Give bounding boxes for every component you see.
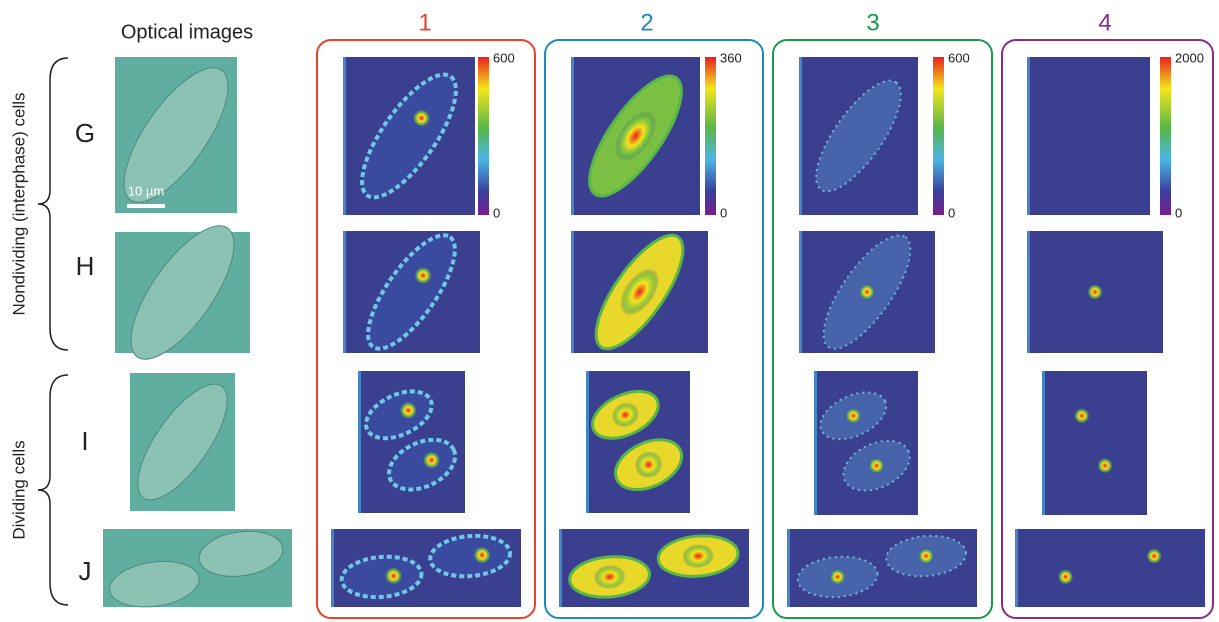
colorbar xyxy=(1160,57,1171,215)
row-label: I xyxy=(81,426,88,456)
heatmap-edge xyxy=(559,529,562,607)
colorbar-max: 360 xyxy=(720,50,742,65)
heatmap-edge xyxy=(799,231,802,353)
colorbar-min: 0 xyxy=(493,205,500,220)
colorbar-min: 0 xyxy=(1175,205,1182,220)
heatmap-edge xyxy=(586,371,589,513)
scale-bar-label: 10 µm xyxy=(128,183,164,198)
colorbar xyxy=(478,57,489,215)
heatmap xyxy=(1027,57,1150,215)
colorbar xyxy=(705,57,716,215)
heatmap-edge xyxy=(571,231,574,353)
heatmap xyxy=(1015,529,1205,607)
group-label: Nondividing (interphase) cells xyxy=(9,92,28,315)
column-label: 3 xyxy=(866,9,879,36)
heatmap-edge xyxy=(358,371,361,513)
heatmap-edge xyxy=(1027,57,1030,215)
colorbar-min: 0 xyxy=(720,205,727,220)
column-label: 1 xyxy=(418,9,431,36)
heatmap-edge xyxy=(814,371,817,515)
heatmap-edge xyxy=(343,231,346,353)
heatmap-edge xyxy=(1027,231,1030,353)
scale-bar xyxy=(127,204,165,208)
row-label: G xyxy=(75,118,95,148)
heatmap-edge xyxy=(331,529,334,607)
group-label: Dividing cells xyxy=(9,440,28,539)
heatmap-edge xyxy=(787,529,790,607)
heatmap-edge xyxy=(1042,371,1045,515)
heatmap-edge xyxy=(1015,529,1018,607)
heatmap-edge xyxy=(571,57,574,215)
braces xyxy=(38,58,68,605)
heatmap-edge xyxy=(343,57,346,215)
colorbar xyxy=(933,57,944,215)
row-label: H xyxy=(76,251,95,281)
colorbar-max: 600 xyxy=(948,50,970,65)
heatmap-edge xyxy=(799,57,802,215)
figure: Optical images Nondividing (interphase) … xyxy=(0,0,1219,622)
colorbar-max: 600 xyxy=(493,50,515,65)
column-label: 2 xyxy=(640,9,653,36)
colorbar-max: 2000 xyxy=(1175,50,1204,65)
column-label: 4 xyxy=(1098,9,1111,36)
optical-title: Optical images xyxy=(121,21,253,43)
heatmap xyxy=(1042,371,1147,515)
row-label: J xyxy=(79,556,92,586)
colorbar-min: 0 xyxy=(948,205,955,220)
